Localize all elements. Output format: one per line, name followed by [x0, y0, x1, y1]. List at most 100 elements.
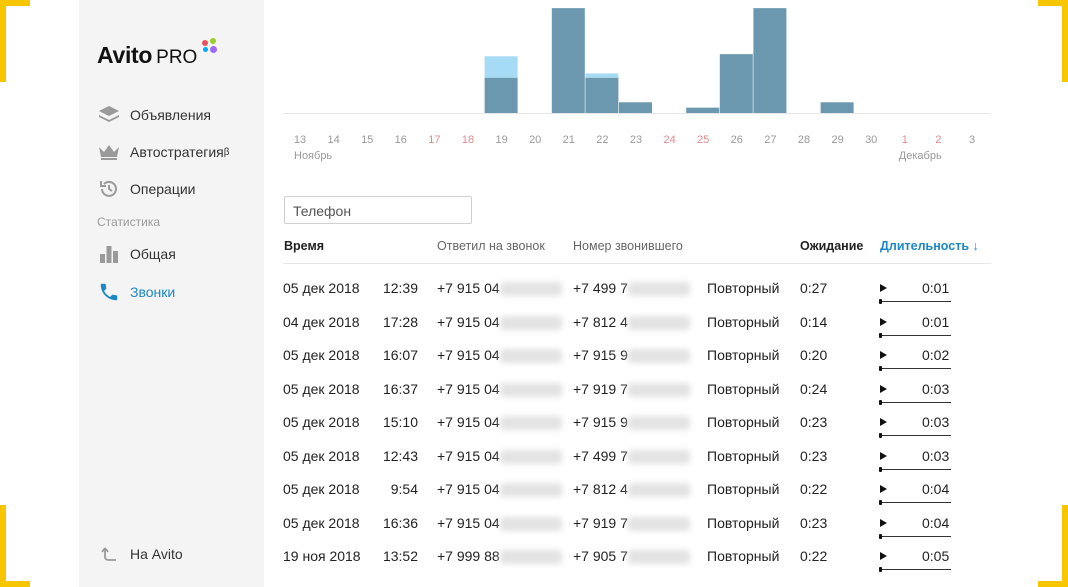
redacted-number	[628, 315, 690, 330]
sidebar-item-general[interactable]: Общая	[97, 243, 176, 265]
logo-pro: PRO	[156, 47, 198, 68]
call-time: 17:28	[382, 313, 418, 330]
table-row[interactable]: 19 ноя 2018 13:52 +7 999 88 +7 905 7 Повторн…	[0, 548, 1068, 581]
audio-progress-track[interactable]	[880, 535, 951, 537]
caller-number: +7 919 7	[573, 514, 628, 531]
audio-progress-knob[interactable]	[879, 466, 882, 472]
table-row[interactable]: 04 дек 2018 17:28 +7 915 04 +7 812 4 Повторн…	[0, 314, 1068, 347]
col-header-duration-sort[interactable]: Длительность ↓	[880, 239, 979, 253]
col-header-wait[interactable]: Ожидание	[800, 239, 864, 253]
chart-tick-label: 15	[361, 134, 374, 146]
call-date: 05 дек 2018	[283, 514, 360, 531]
play-icon[interactable]	[880, 552, 887, 560]
logo-wordmark: Avito	[97, 42, 153, 68]
bar-chart-icon	[97, 243, 121, 265]
table-row[interactable]: 05 дек 2018 12:43 +7 915 04 +7 499 7 Повторн…	[0, 448, 1068, 481]
chart-tick-label: 29	[831, 134, 844, 146]
caller-number: +7 915 9	[573, 347, 628, 363]
redacted-number	[628, 550, 690, 564]
call-date: 05 дек 2018	[283, 280, 360, 296]
table-row[interactable]: 05 дек 2018 16:36 +7 915 04 +7 919 7 Повторн…	[0, 515, 1068, 548]
caller-number: +7 499 7	[573, 447, 628, 464]
audio-progress-knob[interactable]	[879, 567, 882, 572]
redacted-number	[500, 382, 562, 397]
chart-tick-label: 25	[697, 134, 710, 146]
audio-progress-knob[interactable]	[879, 500, 882, 505]
col-header-answered[interactable]: Ответил на звонок	[437, 239, 545, 253]
chart-bar[interactable]	[619, 102, 652, 113]
call-type: Повторный	[707, 481, 780, 497]
chart-bar[interactable]	[719, 54, 753, 113]
play-icon[interactable]	[880, 351, 887, 359]
answered-number: +7 915 04	[437, 447, 500, 464]
play-icon[interactable]	[880, 518, 887, 527]
chart-bar[interactable]	[551, 8, 585, 114]
audio-progress-knob[interactable]	[879, 433, 882, 438]
call-type: Повторный	[707, 347, 780, 363]
call-time: 15:10	[382, 414, 418, 430]
caller-number: +7 915 9	[573, 414, 628, 430]
sidebar-item-calls[interactable]: Звонки	[97, 281, 175, 303]
audio-progress-track[interactable]	[880, 468, 951, 470]
audio-progress-knob[interactable]	[879, 399, 882, 405]
play-icon[interactable]	[880, 451, 887, 460]
play-icon[interactable]	[880, 284, 887, 292]
wait-time: 0:22	[800, 481, 828, 497]
play-icon[interactable]	[880, 384, 887, 393]
table-row[interactable]: 05 дек 2018 12:39 +7 915 04 +7 499 7 Повторн…	[0, 280, 1068, 313]
audio-progress-track[interactable]	[880, 435, 951, 436]
redacted-number	[500, 416, 562, 430]
audio-progress-track[interactable]	[880, 401, 951, 403]
chart-bar[interactable]	[585, 77, 619, 113]
chart-bar[interactable]	[686, 107, 720, 113]
call-date: 05 дек 2018	[283, 447, 360, 464]
audio-progress-knob[interactable]	[879, 533, 882, 539]
back-to-avito-link[interactable]: На Avito	[97, 543, 183, 565]
table-row[interactable]: 05 дек 2018 15:10 +7 915 04 +7 915 9 Повторн…	[0, 414, 1068, 447]
chart-bar[interactable]	[820, 102, 854, 113]
chart-bar-stack[interactable]	[484, 56, 518, 78]
play-icon[interactable]	[880, 485, 887, 493]
audio-progress-track[interactable]	[880, 368, 951, 369]
sidebar-item-listings[interactable]: Объявления	[97, 104, 211, 126]
play-icon[interactable]	[880, 317, 887, 326]
col-header-caller[interactable]: Номер звонившего	[573, 239, 683, 253]
col-header-time[interactable]: Время	[284, 239, 324, 253]
wait-time: 0:27	[800, 280, 828, 296]
audio-progress-knob[interactable]	[879, 299, 882, 304]
wait-time: 0:24	[800, 380, 828, 397]
answered-number: +7 915 04	[437, 481, 500, 497]
audio-progress-track[interactable]	[880, 301, 951, 302]
phone-filter-select[interactable]: Телефон	[284, 196, 472, 224]
call-type: Повторный	[707, 514, 780, 531]
table-row[interactable]: 05 дек 2018 9:54 +7 915 04 +7 812 4 Повторны…	[0, 481, 1068, 514]
audio-progress-knob[interactable]	[879, 366, 882, 371]
sidebar-item-autostrategy[interactable]: Автостратегия β	[97, 141, 230, 163]
chart-bar[interactable]	[753, 8, 787, 114]
table-row[interactable]: 05 дек 2018 16:37 +7 915 04 +7 919 7 Повторн…	[0, 381, 1068, 414]
call-date: 05 дек 2018	[283, 414, 360, 430]
call-date: 05 дек 2018	[283, 380, 360, 397]
call-duration: 0:03	[922, 447, 950, 464]
redacted-number	[628, 282, 690, 296]
audio-progress-knob[interactable]	[879, 332, 882, 338]
frame-corner	[0, 0, 6, 82]
avito-pro-logo[interactable]: Avito PRO	[97, 38, 220, 69]
layers-icon	[97, 104, 121, 126]
table-row[interactable]: 05 дек 2018 16:07 +7 915 04 +7 915 9 Повторн…	[0, 347, 1068, 380]
call-duration: 0:05	[922, 548, 950, 564]
chart-bar-stack[interactable]	[585, 73, 619, 78]
audio-progress-track[interactable]	[880, 334, 951, 336]
answered-number: +7 915 04	[437, 280, 500, 296]
sidebar-item-operations[interactable]: Операции	[97, 178, 196, 200]
redacted-number	[628, 416, 690, 430]
wait-time: 0:14	[800, 313, 828, 330]
chart-bar[interactable]	[484, 77, 518, 113]
audio-progress-track[interactable]	[880, 569, 951, 570]
chart-tick-label: 20	[529, 134, 542, 146]
chart-tick-label: 17	[428, 134, 441, 146]
audio-progress-track[interactable]	[880, 502, 951, 503]
answered-number: +7 915 04	[437, 313, 500, 330]
play-icon[interactable]	[880, 418, 887, 426]
back-link-label: На Avito	[130, 546, 183, 562]
